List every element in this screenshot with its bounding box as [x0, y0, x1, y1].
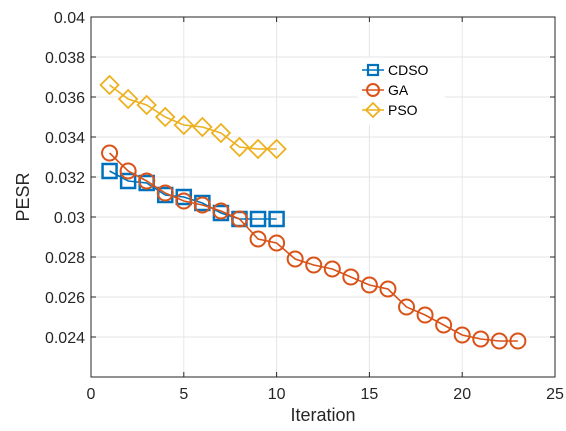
data-point-pso [117, 88, 139, 110]
data-point-ga [286, 250, 304, 268]
y-tick-label: 0.038 [45, 50, 85, 67]
data-point-ga [379, 280, 397, 298]
data-point-pso [266, 138, 287, 160]
plot-area [91, 17, 555, 377]
data-point-cdso [119, 172, 137, 190]
data-point-ga [453, 326, 471, 344]
legend-entry-pso: PSO [362, 101, 418, 119]
data-point-ga [305, 256, 323, 274]
legend-label-ga: GA [388, 82, 409, 98]
data-point-cdso [268, 210, 285, 228]
data-point-pso [229, 136, 250, 158]
data-point-pso [210, 122, 232, 144]
legend-box [357, 57, 445, 125]
y-tick-label: 0.03 [54, 210, 85, 227]
data-point-ga [360, 276, 378, 294]
data-point-ga [416, 306, 434, 324]
data-point-ga [490, 332, 508, 350]
x-tick-label: 15 [361, 386, 379, 403]
data-point-ga [119, 162, 137, 180]
data-point-ga [212, 202, 230, 220]
data-point-cdso [101, 162, 118, 180]
y-tick-label: 0.034 [45, 130, 85, 147]
data-point-ga [101, 144, 119, 162]
y-axis-title: PESR [13, 172, 33, 221]
legend-entry-ga: GA [362, 82, 409, 98]
y-tick-label: 0.024 [45, 330, 85, 347]
data-point-ga [323, 260, 341, 278]
legend: CDSO GA PSO [357, 57, 445, 125]
y-tick-label: 0.028 [45, 250, 85, 267]
data-point-pso [247, 138, 269, 160]
data-point-cdso [249, 210, 267, 228]
x-tick-label: 20 [453, 386, 471, 403]
legend-marker-ga [366, 83, 380, 97]
data-point-ga [472, 330, 490, 348]
series-ga [101, 144, 527, 350]
data-point-ga [249, 230, 267, 248]
data-point-ga [230, 210, 248, 228]
data-point-ga [175, 192, 193, 210]
data-point-pso [154, 106, 176, 128]
tick-labels: 0 5 10 15 20 25 0.024 0.026 0.028 0.03 0.032 0.034 0… [45, 10, 564, 403]
series-line-cdso [109, 170, 277, 220]
legend-marker-pso [364, 101, 382, 119]
data-point-ga [193, 196, 211, 214]
data-point-pso [99, 74, 120, 96]
data-point-pso [192, 116, 213, 138]
y-tick-label: 0.026 [45, 290, 85, 307]
series [99, 74, 527, 350]
y-tick-label: 0.036 [45, 90, 85, 107]
axes [90, 16, 556, 378]
axes-box [90, 16, 556, 378]
data-point-pso [136, 94, 157, 116]
data-point-ga [342, 268, 360, 286]
legend-label-pso: PSO [388, 102, 418, 118]
data-point-ga [156, 184, 174, 202]
legend-marker-cdso [366, 63, 380, 77]
x-tick-label: 10 [268, 386, 286, 403]
series-pso [99, 74, 287, 160]
legend-entry-cdso: CDSO [362, 62, 429, 78]
data-point-ga [398, 298, 416, 316]
x-tick-label: 5 [179, 386, 188, 403]
data-point-ga [268, 234, 286, 252]
x-axis-title: Iteration [290, 405, 355, 425]
legend-label-cdso: CDSO [388, 62, 429, 78]
y-tick-label: 0.032 [45, 170, 85, 187]
x-tick-label: 0 [87, 386, 96, 403]
data-point-ga [435, 316, 453, 334]
data-point-pso [173, 114, 195, 136]
series-line-pso [109, 84, 277, 150]
y-tick-label: 0.04 [54, 10, 85, 27]
data-point-ga [138, 172, 156, 190]
x-tick-label: 25 [546, 386, 564, 403]
data-point-ga [509, 332, 527, 350]
